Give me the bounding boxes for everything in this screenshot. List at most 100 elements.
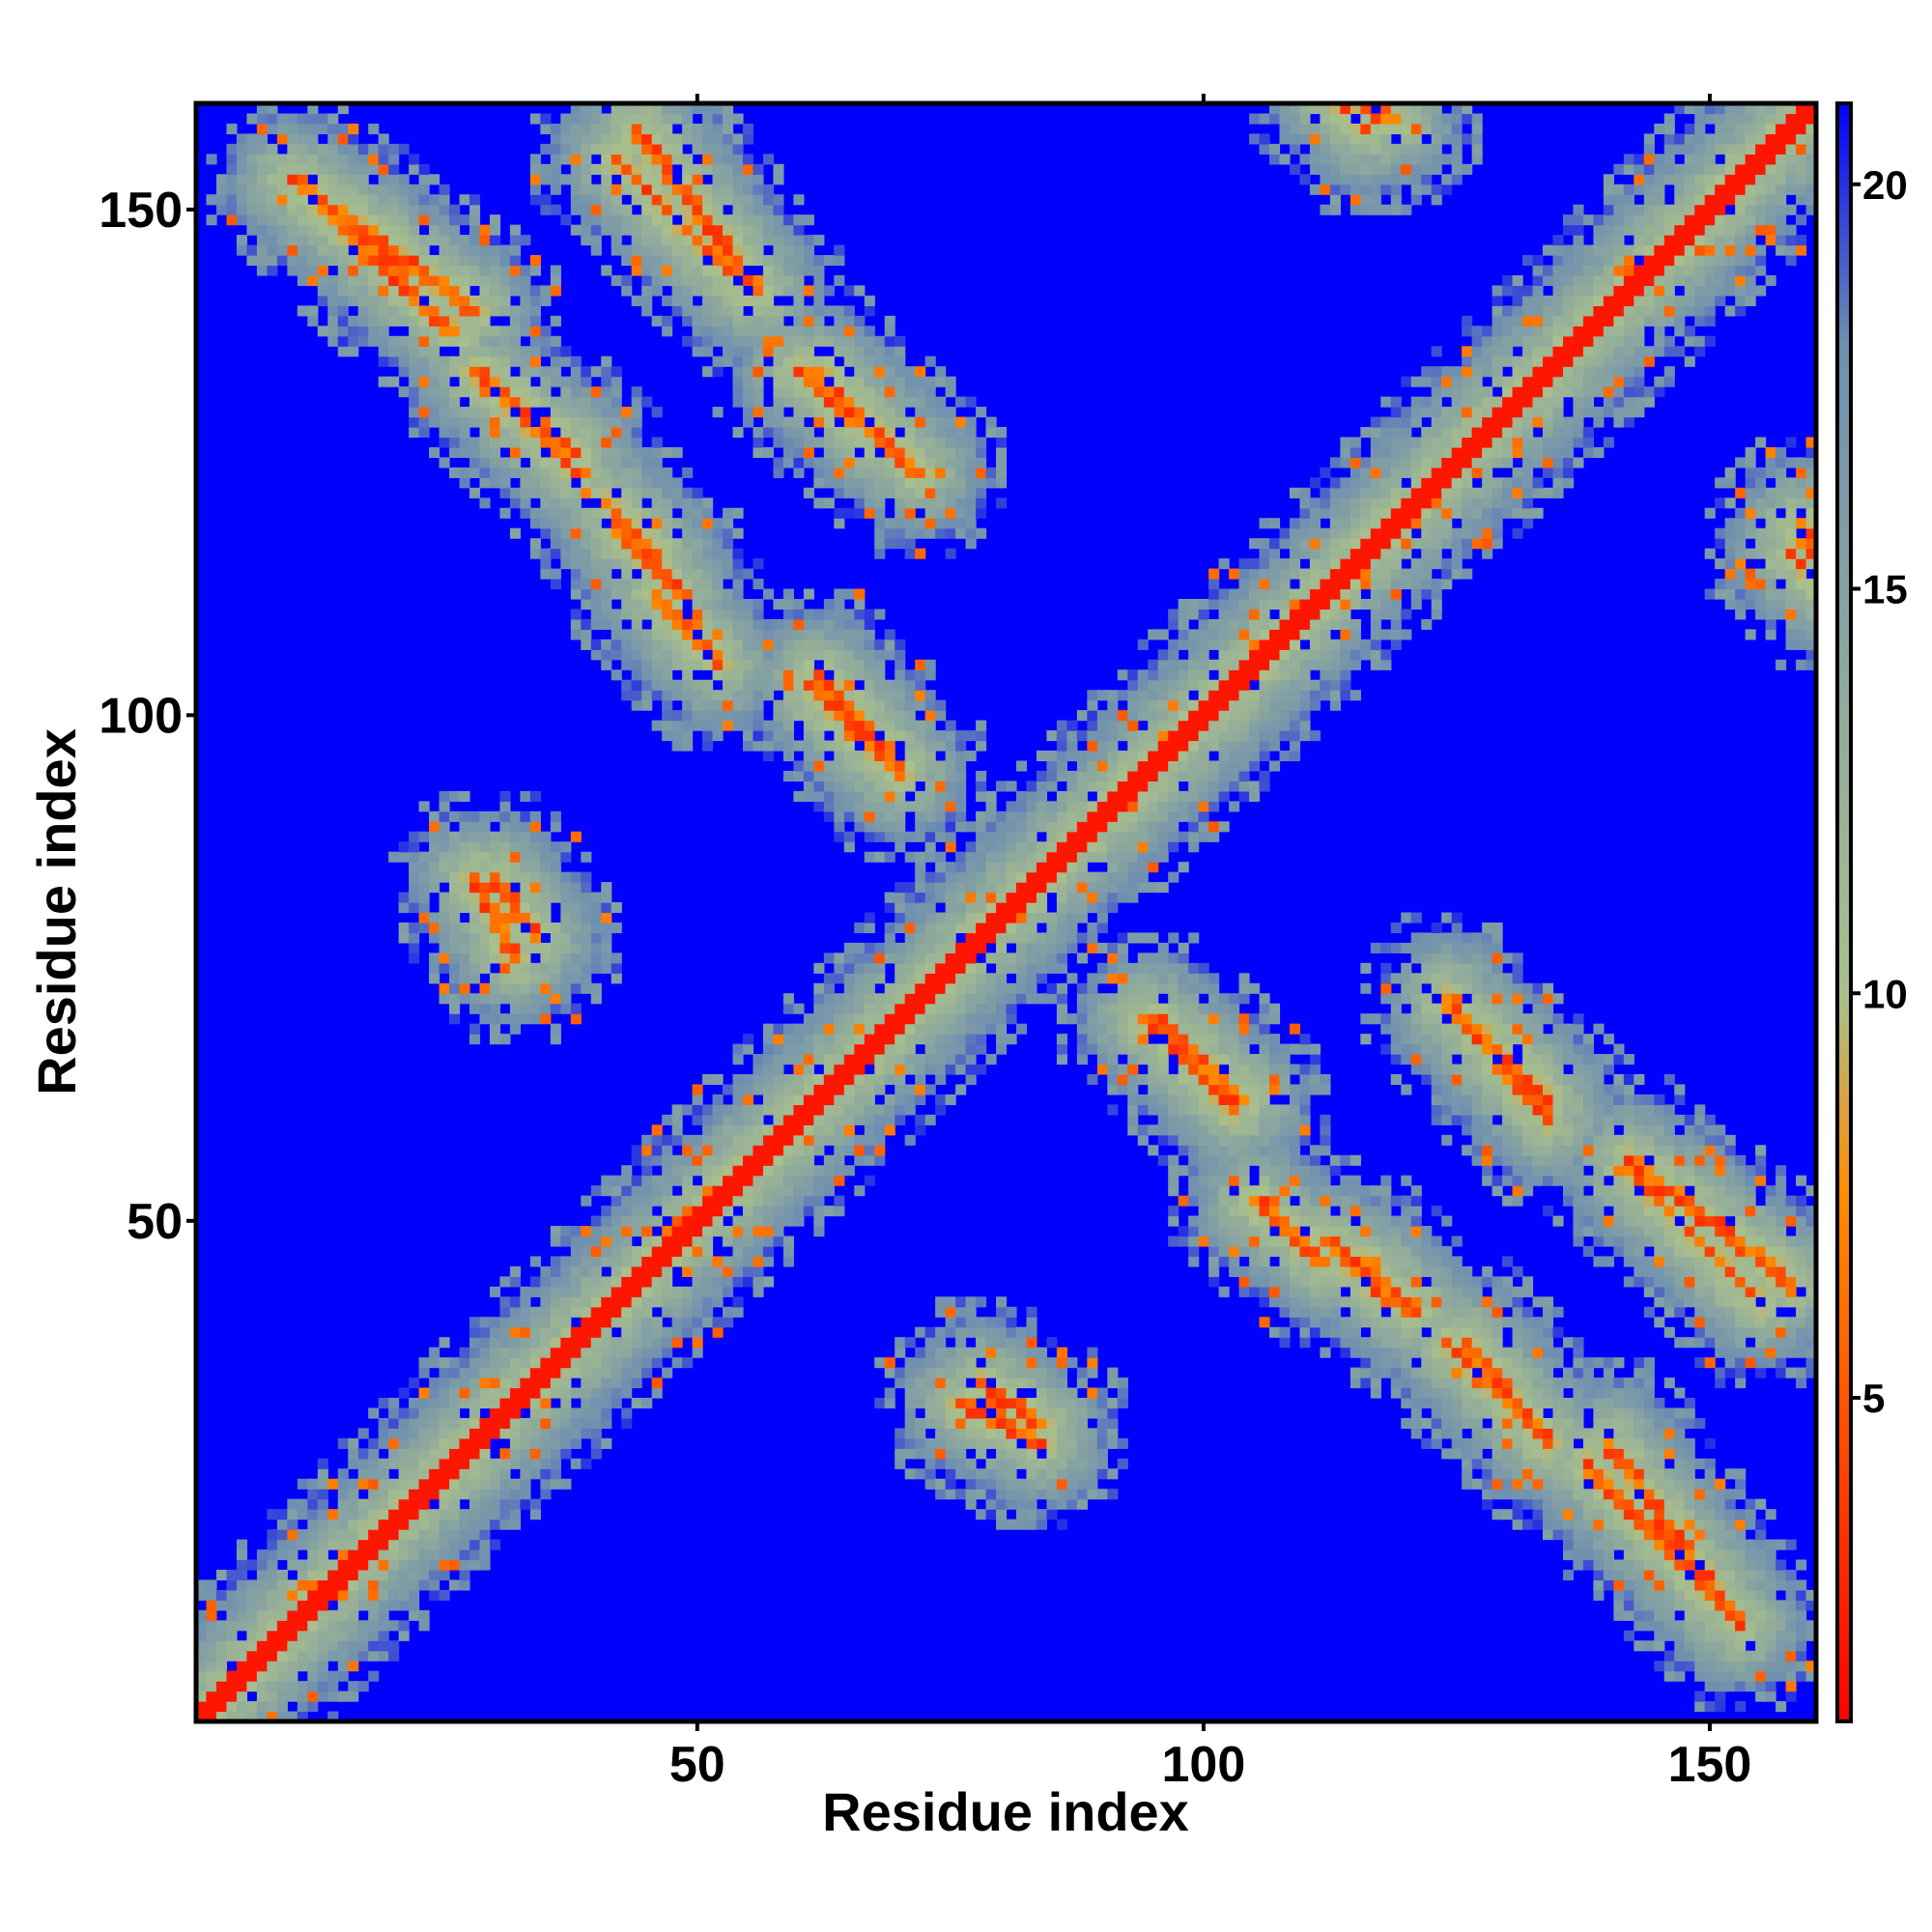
heatmap-cell — [459, 214, 470, 226]
heatmap-cell — [540, 993, 552, 1005]
heatmap-cell — [489, 912, 501, 923]
heatmap-cell — [550, 315, 561, 327]
heatmap-cell — [378, 1458, 389, 1469]
heatmap-cell — [1015, 760, 1028, 772]
heatmap-cell — [570, 831, 582, 842]
heatmap-cell — [206, 1711, 217, 1722]
heatmap-cell — [256, 154, 268, 165]
heatmap-cell — [1056, 1519, 1067, 1530]
heatmap-cell — [631, 1367, 642, 1378]
heatmap-cell — [773, 437, 784, 448]
heatmap-cell — [459, 376, 470, 387]
heatmap-cell — [276, 1529, 288, 1541]
heatmap-cell — [601, 1185, 612, 1197]
heatmap-cell — [793, 457, 805, 469]
heatmap-cell — [540, 1468, 552, 1480]
heatmap-cell — [793, 1206, 805, 1217]
heatmap-cell — [874, 973, 886, 984]
heatmap-cell — [1036, 1357, 1048, 1369]
heatmap-cell — [843, 1165, 855, 1177]
heatmap-cell — [742, 274, 754, 287]
heatmap-cell — [489, 274, 501, 287]
heatmap-cell — [1026, 821, 1037, 833]
heatmap-cell — [611, 214, 622, 226]
heatmap-cell — [357, 143, 369, 155]
heatmap-cell — [459, 335, 470, 347]
heatmap-cell — [499, 1407, 511, 1419]
heatmap-cell — [581, 457, 592, 469]
heatmap-cell — [782, 659, 794, 670]
heatmap-cell — [409, 1589, 420, 1601]
heatmap-cell — [723, 629, 734, 640]
heatmap-cell — [793, 335, 805, 347]
heatmap-cell — [297, 163, 308, 175]
heatmap-cell — [499, 1013, 511, 1025]
heatmap-cell — [702, 103, 714, 115]
heatmap-cell — [904, 1398, 916, 1409]
heatmap-cell — [601, 214, 612, 226]
heatmap-cell — [429, 315, 440, 327]
heatmap-cell — [702, 113, 714, 125]
heatmap-cell — [479, 1428, 491, 1439]
heatmap-cell — [1015, 922, 1028, 934]
heatmap-cell — [489, 1398, 501, 1409]
heatmap-cell — [287, 1661, 298, 1672]
heatmap-cell — [702, 366, 714, 378]
heatmap-cell — [823, 1054, 835, 1065]
heatmap-cell — [762, 629, 775, 640]
heatmap-cell — [843, 710, 855, 722]
heatmap-cell — [915, 751, 926, 762]
heatmap-cell — [246, 1600, 258, 1611]
heatmap-cell — [843, 1145, 855, 1156]
heatmap-cell — [782, 1023, 794, 1035]
heatmap-cell — [449, 1498, 461, 1510]
heatmap-cell — [1056, 962, 1067, 974]
heatmap-cell — [246, 143, 258, 155]
heatmap-cell — [782, 396, 794, 408]
heatmap-cell — [215, 1650, 228, 1662]
heatmap-cell — [581, 1357, 592, 1369]
heatmap-cell — [621, 1387, 633, 1399]
heatmap-cell — [985, 1023, 997, 1035]
heatmap-cell — [702, 1175, 714, 1186]
heatmap-cell — [712, 1074, 724, 1086]
heatmap-cell — [479, 892, 491, 903]
heatmap-cell — [256, 1549, 268, 1561]
heatmap-cell — [590, 1286, 602, 1297]
heatmap-cell — [641, 1367, 653, 1378]
heatmap-cell — [499, 882, 511, 894]
heatmap-cell — [611, 497, 622, 509]
heatmap-cell — [540, 1003, 552, 1014]
heatmap-cell — [874, 690, 886, 701]
heatmap-cell — [469, 922, 481, 934]
heatmap-cell — [590, 407, 602, 418]
heatmap-cell — [773, 416, 784, 428]
heatmap-cell — [1026, 1337, 1037, 1349]
heatmap-cell — [854, 730, 866, 742]
heatmap-cell — [550, 1367, 561, 1378]
heatmap-cell — [782, 437, 794, 448]
heatmap-cell — [560, 1347, 572, 1358]
heatmap-cell — [682, 568, 694, 580]
heatmap-cell — [753, 1226, 764, 1237]
heatmap-cell — [550, 1448, 561, 1460]
heatmap-cell — [793, 1165, 805, 1177]
heatmap-cell — [590, 396, 602, 408]
heatmap-cell — [611, 1357, 622, 1369]
heatmap-cell — [904, 801, 916, 812]
heatmap-cell — [489, 235, 501, 246]
heatmap-cell — [499, 902, 511, 914]
heatmap-cell — [469, 1428, 481, 1439]
heatmap-cell — [267, 1549, 278, 1561]
heatmap-cell — [297, 1478, 308, 1490]
heatmap-cell — [348, 295, 359, 306]
heatmap-cell — [215, 194, 228, 206]
heatmap-cell — [469, 467, 481, 478]
heatmap-cell — [904, 1043, 916, 1055]
heatmap-cell — [550, 882, 561, 894]
heatmap-cell — [803, 386, 814, 398]
heatmap-cell — [1006, 1458, 1017, 1469]
heatmap-cell — [712, 163, 724, 175]
heatmap-cell — [409, 1478, 420, 1490]
heatmap-cell — [813, 1215, 825, 1227]
